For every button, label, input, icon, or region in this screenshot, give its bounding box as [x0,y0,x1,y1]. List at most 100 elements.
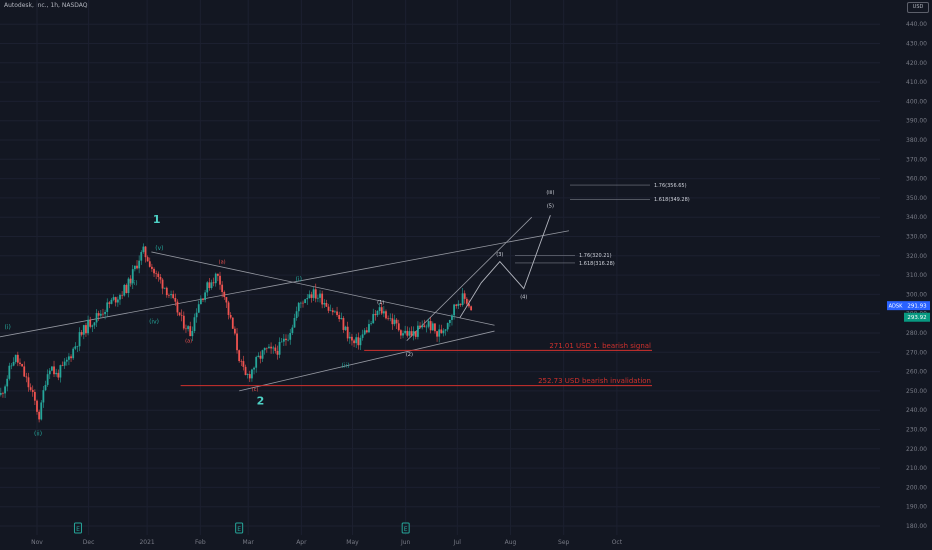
candle-body [365,330,368,333]
fib-label: 1.618(349.28) [654,197,690,203]
candle-body [329,310,332,311]
candle-body [289,332,292,340]
candle-body [259,355,262,359]
x-axis: Nov Dec 2021 Feb Mar Apr May Jun Jul Aug Sep Oct E E E [31,522,623,546]
candle-body [261,350,264,359]
candle-body [291,327,294,333]
candle-body [19,362,21,365]
wave-projection [459,215,551,318]
candle-body [104,311,106,315]
level-label: 252.73 USD bearish invalidation [538,377,651,385]
candle-body [23,366,26,377]
candle-body [387,318,390,319]
candle-body [210,282,213,289]
candle-body [406,330,409,336]
candle-body [172,294,175,299]
candle-body [357,337,360,346]
y-tick-label: 340.00 [906,214,927,221]
candle-body [395,319,398,324]
x-tick-label: Oct [612,539,623,546]
candle-body [161,279,164,289]
wave-label: (i) [5,324,11,331]
price-series [0,243,473,423]
x-tick-label: Mar [243,539,255,546]
candle-body [91,325,94,327]
candle-body [248,374,251,379]
candle-body [219,275,221,285]
candle-body [455,304,458,306]
y-tick-label: 420.00 [906,60,927,67]
candle-body [125,284,128,294]
y-tick-label: 270.00 [906,349,927,356]
earnings-marker-glyph: E [76,526,80,533]
candle-body [334,311,336,313]
candle-body [89,319,92,327]
candle-body [214,273,217,284]
candle-body [106,302,109,312]
candle-body [344,326,347,330]
y-tick-label: 370.00 [906,156,927,163]
wave-label: (ii) [34,430,42,437]
candle-body [131,269,134,284]
candle-body [270,346,272,349]
fib-label: 1.618(316.28) [579,261,615,267]
x-tick-label: Jul [453,539,462,546]
candle-body [2,393,4,394]
candle-body [255,357,258,368]
candle-body [287,339,290,341]
candle-body [340,318,343,320]
y-tick-label: 350.00 [906,195,927,202]
wave-label: (c) [252,387,259,393]
candle-body [187,326,189,330]
candle-body [346,326,349,339]
y-tick-label: 310.00 [906,272,927,279]
candle-body [444,329,447,331]
y-tick-label: 260.00 [906,369,927,376]
horizontal-levels: 271.01 USD 1. bearish signal 252.73 USD b… [180,183,690,387]
candle-body [146,257,149,262]
candle-body [436,331,438,337]
candle-body [351,336,353,341]
candle-body [199,298,202,305]
candle-body [429,321,432,331]
wave-label: (iv) [149,318,159,325]
earnings-marker-glyph: E [404,526,408,533]
candle-body [221,284,224,292]
y-tick-label: 280.00 [906,330,927,337]
candle-body [240,361,243,362]
candle-body [59,365,62,378]
candle-body [370,323,372,325]
candle-body [368,324,370,333]
y-tick-label: 190.00 [906,504,927,511]
y-tick-label: 250.00 [906,388,927,395]
candle-body [151,266,153,269]
candle-body [178,312,181,316]
candle-body [282,338,285,342]
candle-body [36,400,38,412]
candle-body [129,278,132,284]
candle-body [182,315,185,329]
currency-badge[interactable]: USD [907,2,929,13]
candle-body [278,341,281,355]
candle-body [78,332,81,347]
candle-body [234,328,236,334]
candle-body [206,282,209,293]
candle-body [468,303,470,307]
candle-body [70,356,72,359]
y-tick-label: 320.00 [906,253,927,260]
candle-body [112,297,115,300]
candle-body [227,302,230,315]
candle-body [299,302,302,304]
candle-body [174,298,177,302]
candle-body [99,313,102,316]
y-tick-label: 200.00 [906,484,927,491]
candle-body [297,302,300,312]
candle-body [136,265,138,269]
y-axis: 180.00 190.00 200.00 210.00 220.00 230.00 240.… [906,21,927,530]
candle-body [427,321,430,327]
candle-body [399,330,402,336]
trendlines [0,216,570,392]
candle-body [463,293,466,299]
